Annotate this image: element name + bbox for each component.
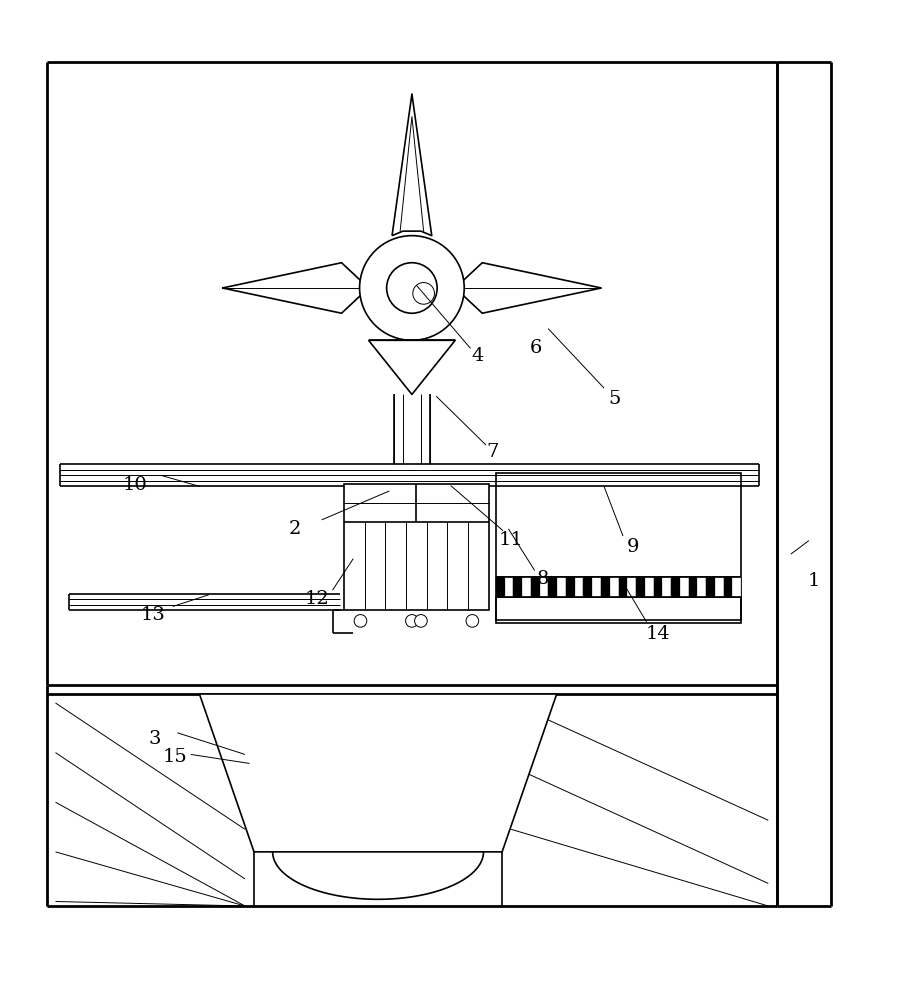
Circle shape: [414, 615, 427, 627]
Text: 8: 8: [537, 570, 549, 588]
Text: 15: 15: [162, 748, 187, 766]
Text: 10: 10: [122, 476, 148, 494]
Bar: [610, 577, 618, 597]
Text: 2: 2: [289, 520, 300, 538]
Bar: [584, 577, 592, 597]
Polygon shape: [199, 694, 557, 852]
Text: 9: 9: [626, 538, 639, 556]
Circle shape: [359, 236, 464, 340]
Bar: [522, 577, 531, 597]
Polygon shape: [392, 94, 432, 236]
Bar: [732, 577, 741, 597]
Bar: [644, 577, 653, 597]
Bar: [680, 577, 689, 597]
Bar: [618, 577, 627, 597]
Bar: [539, 577, 548, 597]
Bar: [627, 577, 636, 597]
Bar: [698, 577, 706, 597]
Bar: [653, 577, 662, 597]
Circle shape: [466, 615, 479, 627]
Text: 5: 5: [609, 390, 621, 408]
Bar: [496, 597, 741, 620]
Text: 7: 7: [486, 443, 499, 461]
Circle shape: [386, 263, 437, 313]
Bar: [706, 577, 715, 597]
Bar: [344, 484, 489, 610]
Bar: [672, 577, 680, 597]
Bar: [636, 577, 644, 597]
Circle shape: [354, 615, 367, 627]
Bar: [601, 577, 610, 597]
Bar: [575, 577, 584, 597]
Text: 6: 6: [529, 339, 542, 357]
Bar: [531, 577, 539, 597]
Text: 12: 12: [305, 590, 329, 608]
Text: 1: 1: [807, 572, 820, 590]
Text: 11: 11: [499, 531, 523, 549]
Bar: [715, 577, 724, 597]
Bar: [496, 577, 505, 597]
Bar: [513, 577, 522, 597]
Text: 4: 4: [472, 347, 484, 365]
Bar: [496, 473, 741, 623]
Polygon shape: [368, 340, 455, 394]
Bar: [557, 577, 566, 597]
Text: 14: 14: [646, 625, 671, 643]
Bar: [592, 577, 601, 597]
Circle shape: [405, 615, 418, 627]
Polygon shape: [223, 263, 368, 313]
Polygon shape: [455, 263, 601, 313]
Bar: [662, 577, 672, 597]
Bar: [566, 577, 575, 597]
Bar: [689, 577, 698, 597]
Bar: [505, 577, 513, 597]
Text: 3: 3: [148, 730, 161, 748]
Text: 13: 13: [140, 606, 166, 624]
Bar: [724, 577, 732, 597]
Circle shape: [413, 283, 434, 304]
Polygon shape: [272, 852, 483, 899]
Bar: [548, 577, 557, 597]
